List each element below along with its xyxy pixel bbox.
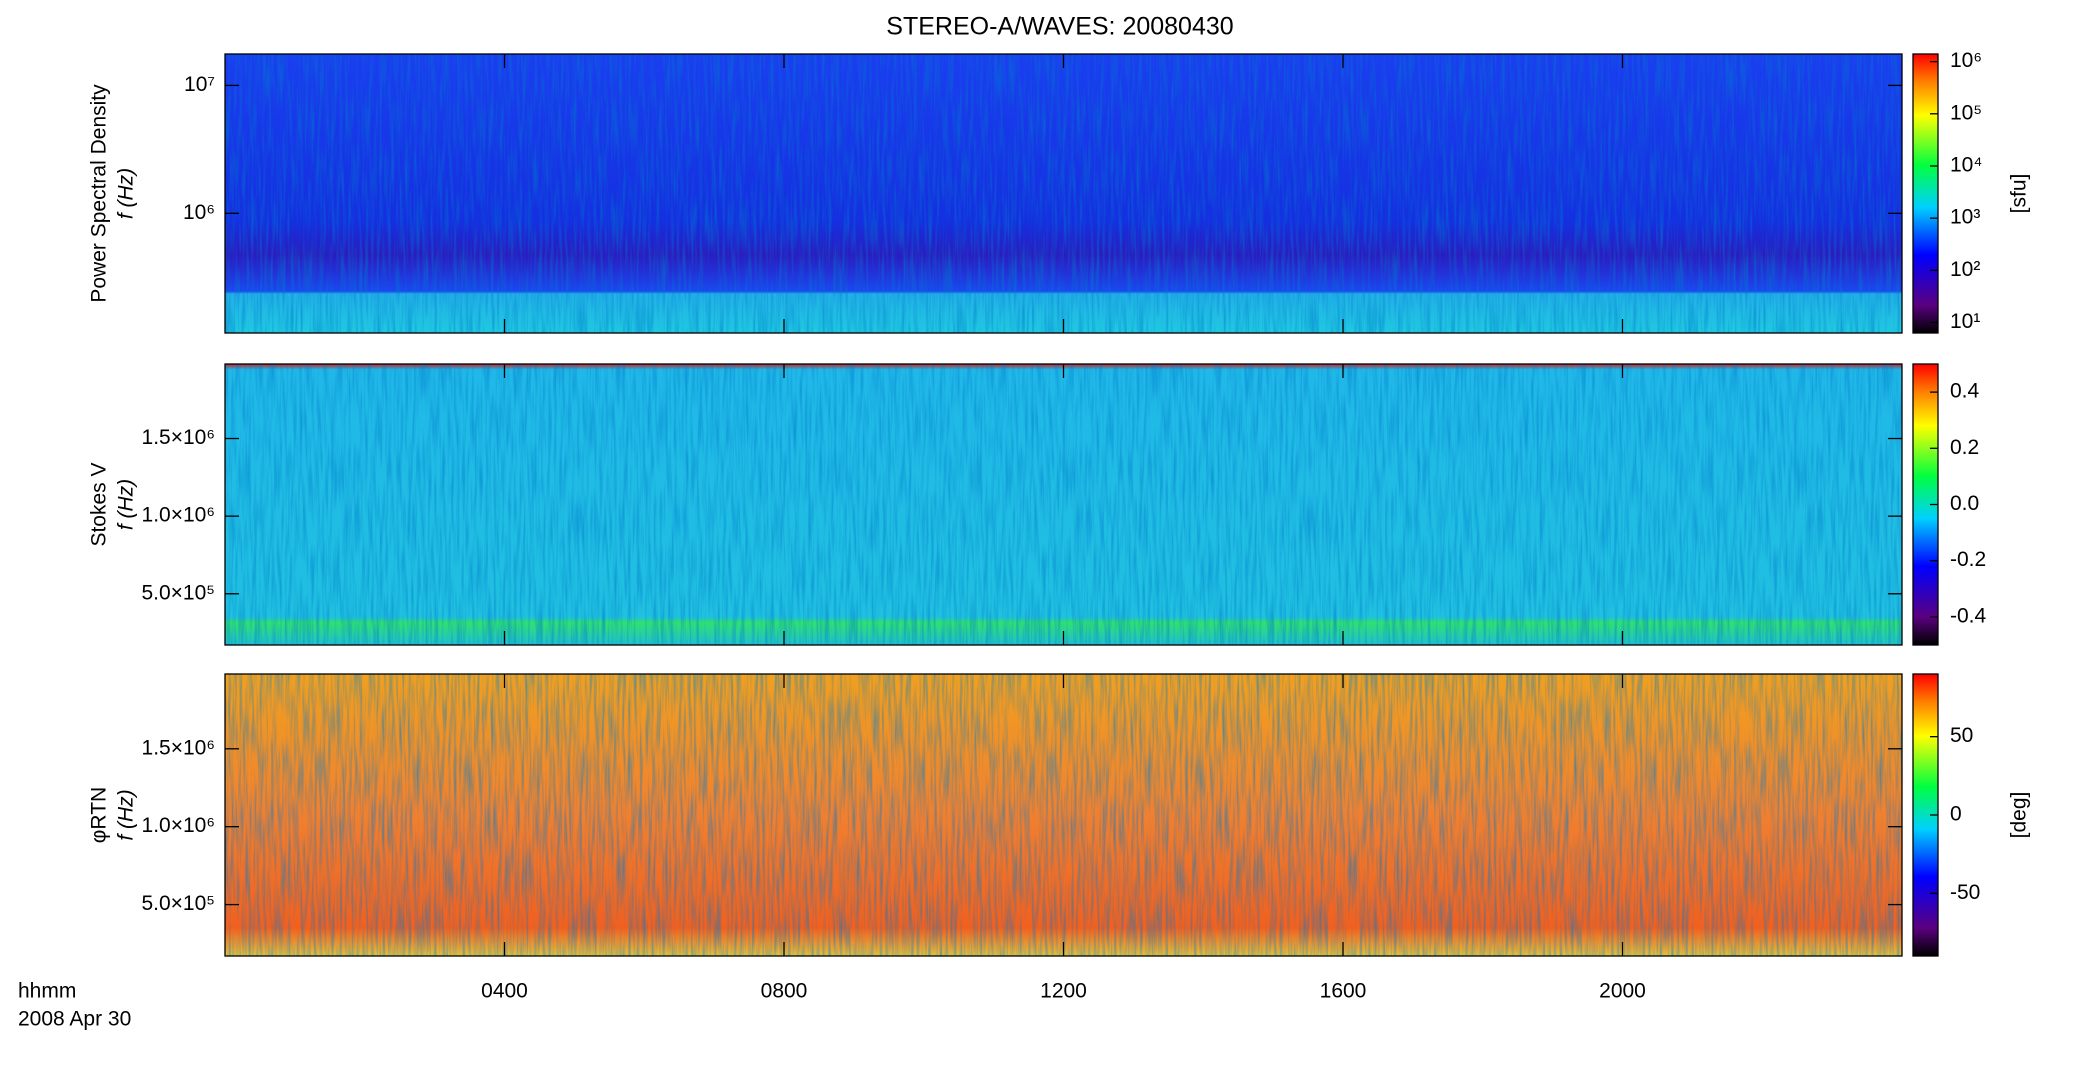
x-tick-label: 0400 [481, 980, 528, 1003]
colorbar-tick-label: 10³ [1950, 206, 1980, 229]
y-tick-label: 1.5×10⁶ [142, 426, 215, 449]
colorbar-tick-label: 10² [1950, 258, 1980, 281]
spectrogram-texture [225, 54, 1902, 333]
y-axis-label: φRTN [88, 787, 111, 843]
x-axis-title: hhmm [18, 980, 76, 1003]
y-axis-label: f (Hz) [115, 789, 138, 840]
colorbar-tick-label: 10⁵ [1950, 101, 1982, 124]
x-tick-label: 2000 [1599, 980, 1646, 1003]
y-axis-label: Power Spectral Density [88, 84, 111, 303]
colorbar-tick-label: -0.2 [1950, 548, 1986, 571]
y-axis-label: f (Hz) [115, 168, 138, 219]
colorbar-tick-label: 10¹ [1950, 310, 1980, 333]
colorbar-tick-label: 0.4 [1950, 380, 1980, 403]
spectrogram-texture [225, 364, 1902, 645]
colorbar-tick-label: 10⁶ [1950, 49, 1982, 72]
colorbar-tick-label: 10⁴ [1950, 154, 1982, 177]
x-tick-label: 0800 [761, 980, 808, 1003]
date-label: 2008 Apr 30 [18, 1008, 131, 1031]
figure-title: STEREO-A/WAVES: 20080430 [886, 13, 1233, 41]
y-axis-label: Stokes V [88, 462, 111, 546]
x-tick-label: 1200 [1040, 980, 1087, 1003]
colorbar-tick-label: 0.0 [1950, 492, 1979, 515]
colorbar-tick-label: 0 [1950, 803, 1962, 826]
y-tick-label: 1.0×10⁶ [142, 814, 215, 837]
colorbar-tick-label: 50 [1950, 724, 1973, 747]
colorbar-label: [deg] [2008, 792, 2031, 839]
colorbar-tick-label: -50 [1950, 881, 1980, 904]
colorbar [1912, 53, 1939, 334]
y-tick-label: 10⁶ [183, 201, 215, 224]
y-tick-label: 1.5×10⁶ [142, 736, 215, 759]
colorbar-label: [sfu] [2008, 174, 2031, 214]
colorbar-tick-label: -0.4 [1950, 604, 1987, 627]
y-tick-label: 1.0×10⁶ [142, 504, 215, 527]
y-tick-label: 5.0×10⁵ [141, 581, 215, 604]
spectrogram-texture [225, 674, 1902, 956]
y-tick-label: 5.0×10⁵ [141, 892, 215, 915]
colorbar-tick-label: 0.2 [1950, 436, 1979, 459]
x-tick-label: 1600 [1320, 980, 1367, 1003]
y-axis-label: f (Hz) [115, 479, 138, 530]
y-tick-label: 10⁷ [184, 73, 215, 96]
